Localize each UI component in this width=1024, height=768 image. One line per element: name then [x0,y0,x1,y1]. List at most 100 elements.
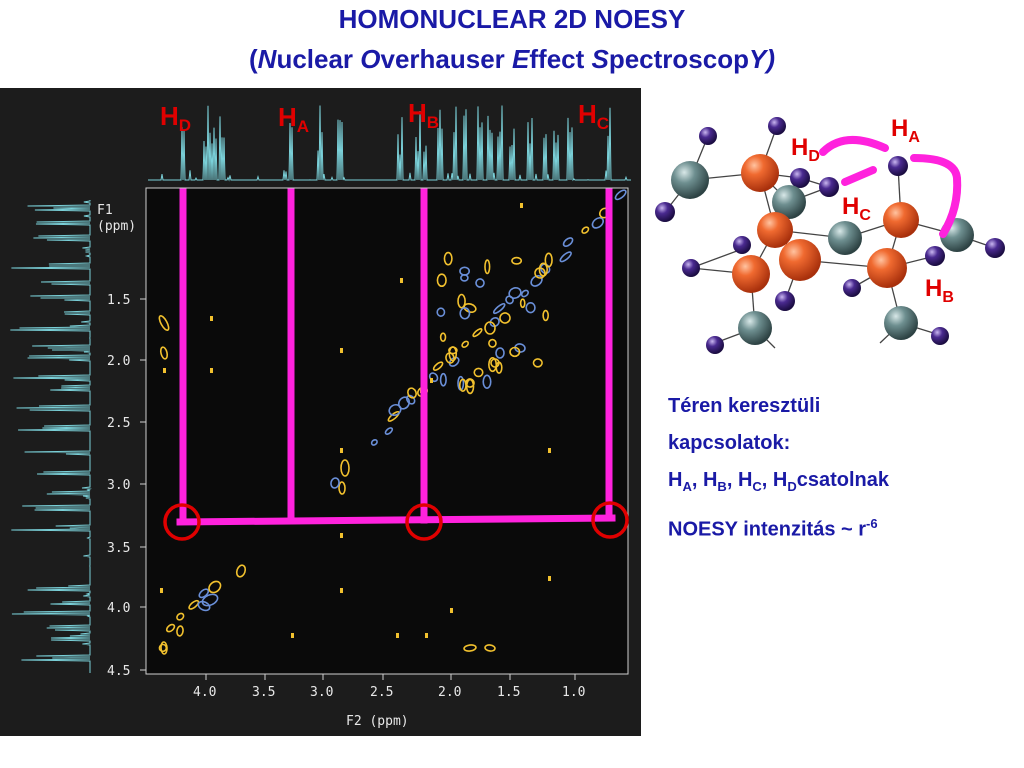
x-tick-label: 1.5 [497,685,520,700]
notes-line-3: HA, HB, HC, HDcsatolnak [668,469,890,494]
cross-peak [499,312,511,324]
correlation-row-line [176,514,616,526]
weak-cross-peak [340,533,343,538]
notes-line-2: kapcsolatok: [668,432,791,454]
cross-peak [614,189,627,201]
cross-peak [475,278,485,288]
cross-peak [201,593,219,607]
x-tick-label: 4.0 [193,685,216,700]
cross-peak [530,274,543,287]
cross-peak [448,346,458,362]
cross-peak [482,374,492,389]
x-tick-label: 3.5 [252,685,275,700]
cross-peak [338,481,346,495]
molecule-label-hd: HD [791,134,820,165]
cross-peak [158,315,170,331]
weak-cross-peak [548,576,551,581]
cross-peak [473,367,484,378]
x-tick-label: 2.0 [438,685,461,700]
weak-cross-peak [400,278,403,283]
proton-hd: HD [772,469,797,494]
molecule-model: HA HD HC HB [655,115,1005,354]
spectrum-label-ha: HA [278,102,309,136]
cross-peak [459,307,471,320]
weak-cross-peak [396,633,399,638]
cross-peak [484,321,496,335]
proton-hb: HB [702,469,727,494]
x-tick-label: 3.0 [310,685,333,700]
molecule-label-hc: HC [842,193,871,224]
cross-peaks [158,189,627,655]
y-tick-label: 3.5 [107,541,130,556]
f1-axis-unit: (ppm) [97,219,136,234]
weak-cross-peak [210,368,213,373]
weak-cross-peak [340,448,343,453]
title-letter-o: O [360,44,381,74]
cross-peak [472,328,483,338]
cross-peak [542,309,549,322]
y-tick-label: 3.0 [107,478,130,493]
cross-peak [235,564,247,578]
f2-axis-label: F2 (ppm) [346,714,409,729]
title-word-overhauser: verhauser [380,44,513,74]
title-letter-y: Y [749,44,767,74]
title-line-2: (Nuclear Overhauser Effect SpectroscopY) [0,44,1024,75]
cross-peak [495,347,505,359]
weak-cross-peak [163,368,166,373]
cross-peak [198,588,210,599]
cross-peak [176,625,184,637]
cross-peak [384,427,394,435]
cross-peak [581,226,590,234]
title-letter-s: S [591,44,609,74]
cross-peak [439,372,447,387]
molecule-label-hb: HB [925,275,954,306]
y-tick-label: 1.5 [107,293,130,308]
title-open-paren: ( [248,44,258,74]
y-tick-label: 4.0 [107,601,130,616]
cross-peak [176,612,185,621]
cross-peak [208,580,222,594]
weak-cross-peak [430,378,433,383]
weak-cross-peak [340,348,343,353]
cross-peak [492,303,506,315]
cross-peak [397,396,411,410]
cross-peak [432,361,444,371]
x-tick-label: 2.5 [370,685,393,700]
weak-cross-peak [210,316,213,321]
cross-peak [436,307,446,317]
cross-peak [463,644,477,652]
weak-cross-peak [160,588,163,593]
cross-peak [461,340,470,348]
cross-peak [508,287,522,299]
weak-cross-peak [450,608,453,613]
cross-peak [488,338,497,348]
cross-peak [520,289,529,298]
title-letter-n: N [257,44,277,74]
spectrum-label-hc: HC [578,99,609,133]
cross-peak [448,356,460,367]
plot-frame [145,187,629,675]
title-word-spectroscopy: pectroscop [608,44,749,74]
proton-hc: HC [737,469,762,494]
cross-peak [559,251,572,263]
y-tick-label: 2.0 [107,354,130,369]
spectrum-label-hb: HB [408,98,439,132]
cross-peak [330,477,340,489]
cross-peak [511,256,523,265]
cross-peak [525,302,536,314]
cross-peak [460,274,469,282]
hc-crosspeak-circle [591,501,629,539]
notes-text: Téren keresztüli kapcsolatok: HA, HB, HC… [668,388,1018,549]
f1-axis-label: F1 [97,203,113,218]
cross-peak [165,623,176,633]
title-close-paren: ) [766,44,776,74]
cross-peak [159,346,169,360]
cross-peak [562,237,574,248]
cross-peak [544,252,553,268]
weak-cross-peak [340,588,343,593]
notes-line-1: Téren keresztüli [668,395,821,417]
cross-peak [538,262,548,277]
f1-projection-trace [10,200,92,673]
x-tick-label: 1.0 [562,685,585,700]
f2-projection-trace [148,105,631,182]
